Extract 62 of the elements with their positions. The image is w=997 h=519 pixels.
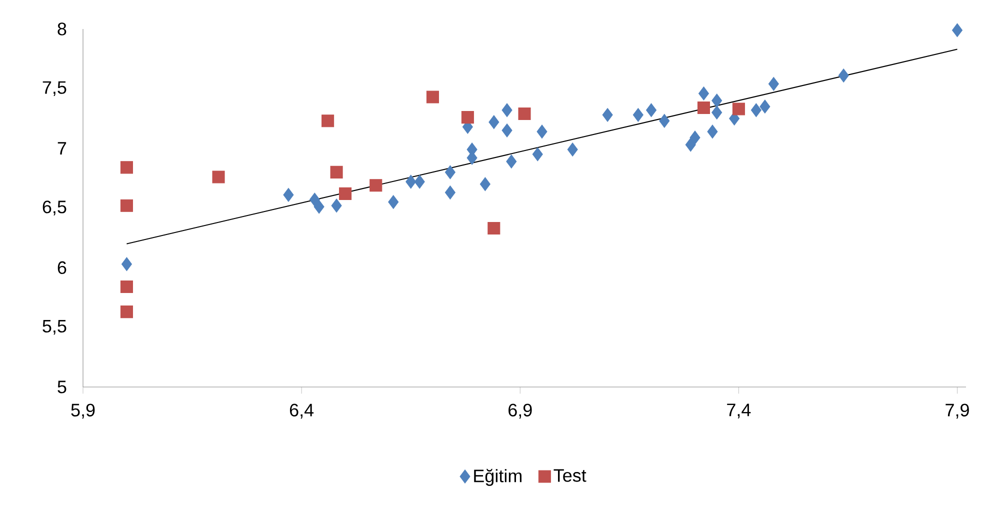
x-tick-label: 7,4 (727, 404, 751, 418)
y-tick-label: 5,5 (42, 320, 66, 335)
y-tick-label: 7,5 (42, 81, 66, 96)
point (488, 222, 500, 235)
point (370, 179, 382, 192)
point (707, 124, 718, 139)
point (414, 174, 425, 189)
point (388, 195, 399, 209)
point (406, 174, 416, 189)
y-tick-label: 6,5 (42, 200, 66, 216)
point (712, 94, 722, 108)
point (518, 107, 531, 120)
y-tick-label: 6 (58, 261, 66, 274)
legend-label: Test (554, 469, 586, 482)
point (750, 103, 762, 118)
point (461, 111, 474, 124)
point (120, 306, 133, 318)
x-tick-label: 5,9 (71, 404, 95, 419)
point (283, 188, 294, 202)
point (768, 76, 779, 91)
x-tick-label: 6,4 (290, 404, 314, 419)
y-tick-label: 5 (58, 380, 66, 394)
point (480, 177, 490, 192)
point (506, 154, 517, 168)
point (488, 115, 500, 130)
point (712, 106, 722, 120)
point (698, 86, 709, 100)
point (659, 114, 670, 128)
point (322, 114, 334, 128)
point (838, 68, 849, 82)
point (120, 199, 133, 212)
point (536, 124, 548, 139)
point (685, 138, 696, 152)
point (120, 280, 133, 294)
point (212, 170, 225, 184)
point (632, 108, 644, 122)
point (952, 23, 963, 38)
point (646, 103, 657, 118)
point (444, 165, 456, 180)
point (444, 186, 456, 200)
point (502, 124, 512, 138)
x-tick-label: 6,9 (508, 404, 532, 419)
point (502, 103, 512, 118)
y-tick-label: 7 (58, 142, 66, 155)
point (760, 100, 770, 114)
x-tick-label: 7,9 (946, 404, 969, 419)
y-tick-label: 8 (58, 22, 66, 36)
point (697, 101, 710, 114)
legend-label: Eğitim (474, 468, 522, 486)
point (309, 192, 320, 207)
point (121, 257, 132, 272)
point (120, 161, 133, 174)
point (314, 200, 324, 214)
point (426, 90, 439, 104)
point (330, 166, 343, 178)
point (690, 130, 700, 145)
point (602, 108, 613, 122)
point (567, 142, 578, 156)
point (732, 102, 745, 116)
point (339, 187, 352, 200)
point (532, 147, 543, 162)
point (331, 198, 342, 213)
